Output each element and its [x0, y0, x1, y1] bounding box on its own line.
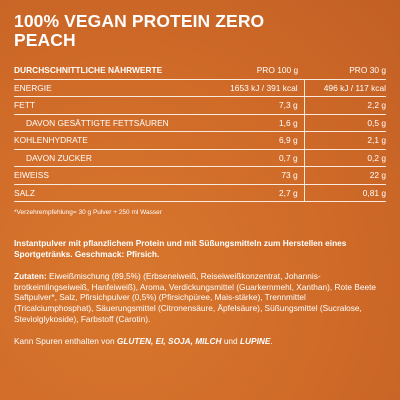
row-value-30g: 496 kJ / 117 kcal	[304, 78, 386, 97]
traces-suffix: .	[270, 336, 273, 347]
serving-note: *Verzehrempfehlung= 30 g Pulver + 250 ml…	[14, 209, 162, 216]
table-row: FETT 7,3 g 2,2 g	[14, 96, 386, 115]
row-value-100g: 1653 kJ / 391 kcal	[222, 78, 305, 97]
row-value-100g: 1,6 g	[222, 114, 305, 132]
row-value-30g: 0,5 g	[304, 114, 386, 132]
header-per-30g: PRO 30 g	[304, 62, 386, 80]
row-value-30g: 2,1 g	[304, 131, 386, 150]
ingredients-label: Zutaten:	[14, 271, 47, 282]
table-row: KOHLENHYDRATE 6,9 g 2,1 g	[14, 131, 386, 150]
row-value-100g: 7,3 g	[222, 96, 305, 115]
row-label: KOHLENHYDRATE	[14, 131, 223, 150]
product-description: Instantpulver mit pflanzlichem Protein u…	[14, 238, 347, 259]
row-value-100g: 2,7 g	[222, 184, 305, 202]
allergen-traces: Kann Spuren enthalten von GLUTEN, EI, SO…	[14, 336, 386, 346]
nutrition-label: 100% VEGAN PROTEIN ZERO PEACH DURCHSCHNI…	[14, 12, 386, 346]
row-value-30g: 2,2 g	[304, 96, 386, 115]
row-label: SALZ	[14, 184, 223, 202]
row-label: ENERGIE	[14, 78, 223, 97]
table-row: DAVON GESÄTTIGTE FETTSÄUREN 1,6 g 0,5 g	[14, 114, 386, 132]
table-row: ENERGIE 1653 kJ / 391 kcal 496 kJ / 117 …	[14, 78, 386, 97]
row-value-100g: 6,9 g	[222, 131, 305, 150]
row-label: EIWEISS	[14, 166, 223, 185]
traces-allergens: GLUTEN, EI, SOJA, MILCH	[116, 336, 222, 347]
table-header-row: DURCHSCHNITTLICHE NÄHRWERTE PRO 100 g PR…	[14, 62, 386, 80]
row-value-30g: 0,2 g	[304, 149, 386, 167]
row-value-30g: 0,81 g	[304, 184, 386, 202]
product-title: 100% VEGAN PROTEIN ZERO PEACH	[14, 12, 386, 50]
traces-prefix: Kann Spuren enthalten von	[14, 336, 117, 347]
product-title-line2: PEACH	[14, 30, 76, 50]
row-label: DAVON GESÄTTIGTE FETTSÄUREN	[14, 114, 223, 132]
table-row: SALZ 2,7 g 0,81 g	[14, 184, 386, 202]
row-label: DAVON ZUCKER	[14, 149, 223, 167]
ingredients: Zutaten: Eiweißmischung (89,5%) (Erbsene…	[14, 271, 386, 324]
table-row: DAVON ZUCKER 0,7 g 0,2 g	[14, 149, 386, 167]
traces-middle: und	[221, 336, 240, 347]
row-value-30g: 22 g	[304, 166, 386, 185]
nutrition-table: DURCHSCHNITTLICHE NÄHRWERTE PRO 100 g PR…	[14, 62, 386, 202]
traces-last: LUPINE	[239, 336, 271, 347]
row-value-100g: 73 g	[222, 166, 305, 185]
header-per-100g: PRO 100 g	[222, 62, 305, 80]
row-label: FETT	[14, 96, 223, 115]
header-label: DURCHSCHNITTLICHE NÄHRWERTE	[14, 62, 223, 80]
row-value-100g: 0,7 g	[222, 149, 305, 167]
product-title-line1: 100% VEGAN PROTEIN ZERO	[14, 11, 265, 31]
ingredients-text: Eiweißmischung (89,5%) (Erbseneiweiß, Re…	[14, 271, 376, 324]
table-row: EIWEISS 73 g 22 g	[14, 166, 386, 185]
